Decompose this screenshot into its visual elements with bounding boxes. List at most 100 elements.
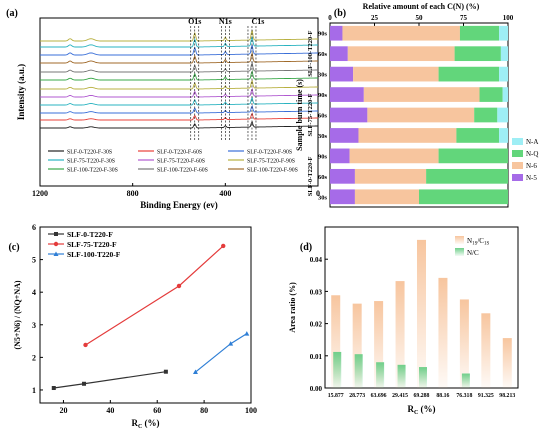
legend-label-a: SLF-100-T220-F-30S [67, 168, 118, 174]
data-point-c [163, 369, 168, 374]
bar-segment-n-6 [354, 189, 419, 205]
x-tick-label-b: 75 [460, 14, 468, 22]
x-tick-label-d: 88.16 [436, 393, 449, 399]
x-tick-label-d: 63.696 [371, 393, 387, 399]
x-axis-label-b: Relative amount of each C(N) (%) [363, 2, 480, 11]
bar-segment-n-q [456, 128, 500, 143]
y-tick-label-b: 90s [318, 153, 328, 160]
bar-segment-n-q [454, 46, 501, 62]
bar-n1s-c1s [395, 281, 405, 388]
x-tick-label-d: 98.213 [499, 393, 515, 399]
y-tick-label-d: 0.01 [310, 353, 323, 361]
legend-marker-c [54, 232, 58, 236]
bar-n-c [354, 354, 363, 388]
bar-n1s-c1s [481, 313, 491, 388]
bar-n1s-c1s [331, 295, 341, 388]
bar-segment-n-a [497, 107, 508, 123]
spectrum-line [40, 104, 318, 114]
spectrum-line [40, 120, 318, 129]
legend-label-part: /C [477, 237, 484, 245]
x-tick-label-b: 100 [503, 14, 514, 22]
legend-label-a: SLF-75-T220-F-60S [157, 159, 205, 165]
legend-swatch-d [455, 248, 464, 256]
x-tick-label-a: 1200 [32, 189, 48, 198]
bar-segment-n-5 [330, 87, 364, 102]
group-label-b: SLF-0-T220-F [307, 156, 314, 196]
spectrum-line [40, 96, 318, 106]
y-tick-label-b: 60s [318, 113, 328, 120]
x-axis-label-c: RC (%) [131, 418, 159, 429]
spectrum-line [40, 112, 318, 121]
spectrum-line [40, 79, 318, 90]
legend-label-b: N-Q [526, 150, 538, 158]
legend-label-d: N1S/C1S [467, 237, 489, 247]
x-axis-label-sub: C [414, 410, 418, 416]
x-axis-label-d: RC (%) [407, 404, 435, 416]
data-point-c [192, 369, 198, 375]
bar-segment-n-a [502, 87, 508, 102]
bar-segment-n-6 [354, 168, 427, 184]
bar-segment-n-q [426, 168, 508, 184]
spectrum-line [40, 44, 318, 56]
bar-n1s-c1s [459, 299, 469, 388]
x-tick-label-c: 60 [153, 406, 161, 415]
y-tick-label-b: 60s [318, 174, 328, 181]
legend-swatch-d [455, 236, 464, 244]
bar-segment-n-a [499, 128, 508, 143]
y-tick-label-b: 90s [318, 92, 328, 99]
bar-n1s-c1s [416, 239, 427, 388]
x-tick-label-a: 400 [219, 189, 231, 198]
y-tick-label-d: 0.02 [310, 321, 323, 329]
group-label-b: SLF-75-T220-F [307, 93, 314, 136]
x-tick-label-c: 20 [59, 406, 67, 415]
panel-b: (b) Relative amount of each C(N) (%) 0 25 50… [295, 2, 538, 208]
legend-label-c: SLF-75-T220-F [67, 240, 117, 249]
bar-n-c [461, 373, 470, 388]
legend-label-a: SLF-0-T220-F-60S [157, 150, 202, 156]
x-tick-label-b: 25 [371, 14, 379, 22]
panel-a: (a) 1200 800 400 0 Binding Energy (ev) Intensi… [6, 8, 320, 210]
bar-segment-n-q [459, 25, 500, 41]
data-point-c [83, 342, 88, 348]
x-tick-label-c: 100 [245, 406, 257, 415]
x-tick-label-d: 69.288 [414, 393, 430, 399]
bar-segment-n-6 [367, 107, 475, 123]
legend-label-c: SLF-100-T220-F [67, 250, 121, 259]
legend-label-a: SLF-0-T220-F-30S [67, 150, 112, 156]
bar-segment-n-a [499, 25, 508, 41]
data-point-c [228, 341, 234, 346]
spectrum-line [40, 36, 318, 48]
spectrum-line [40, 29, 318, 42]
panel-label-a: (a) [6, 8, 18, 19]
bar-segment-n-5 [330, 148, 350, 164]
bar-n1s-c1s [352, 303, 362, 388]
data-point-c [221, 243, 226, 249]
y-tick-label-b: 90s [318, 31, 328, 38]
bar-segment-n-5 [330, 66, 354, 82]
x-tick-label-b: 0 [328, 14, 332, 22]
x-axis-label-main: R [131, 418, 138, 428]
x-axis-label-a: Binding Energy (ev) [140, 200, 218, 210]
y-tick-label-c: 2 [32, 353, 36, 362]
legend-label-a: SLF-75-T220-F-90S [247, 159, 295, 165]
bar-segment-n-5 [330, 168, 355, 184]
legend-label-part: N [467, 237, 472, 245]
y-tick-label-c: 6 [32, 223, 36, 232]
bar-segment-n-6 [353, 66, 439, 82]
legend-label-d: N/C [467, 249, 479, 257]
peak-label: N1s [219, 17, 232, 26]
legend-marker-c [53, 251, 59, 256]
x-tick-label-d: 76.318 [456, 393, 472, 399]
legend-swatch-b [512, 138, 523, 145]
spectrum-line [40, 61, 318, 73]
y-tick-label-b: 30s [318, 72, 328, 79]
y-tick-label-b: 60s [318, 51, 328, 58]
bar-segment-n-a [500, 46, 508, 62]
x-axis-label-main: R [407, 404, 414, 414]
spectrum-line [40, 51, 318, 64]
legend-label-part: 1S [472, 242, 478, 247]
legend-label-a: SLF-100-T220-F-90S [247, 168, 298, 174]
legend-label-a: SLF-100-T220-F-60S [157, 168, 208, 174]
x-axis-label-unit: (%) [418, 404, 435, 414]
y-tick-label-d: 0.00 [310, 385, 323, 393]
